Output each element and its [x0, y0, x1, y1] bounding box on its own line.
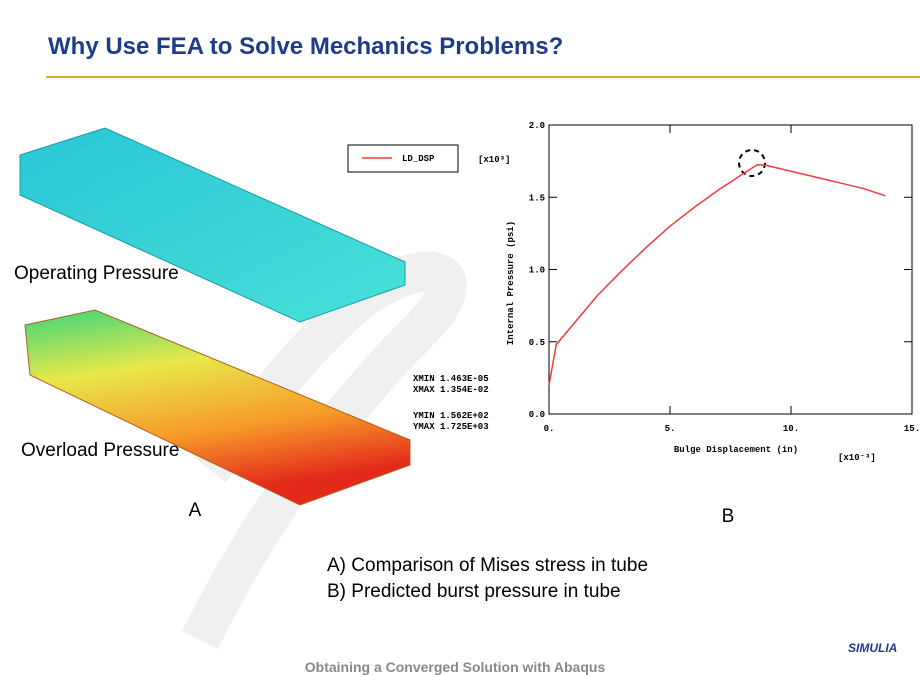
y-tick-label: 0.0: [529, 410, 545, 420]
y-tick-label: 1.5: [529, 193, 545, 203]
x-tick-label: 10.: [783, 424, 799, 434]
x-tick-label: 15.: [904, 424, 920, 434]
legend-label: LD_DSP: [402, 154, 435, 164]
data-line: [548, 163, 886, 386]
tube-label: Operating Pressure: [14, 263, 179, 284]
y-tick-label: 1.0: [529, 266, 545, 276]
annotation: XMIN 1.463E-05: [413, 374, 489, 384]
y-multiplier: [x10³]: [478, 155, 510, 165]
tube-operating: [19, 127, 406, 323]
panel-label: B: [722, 506, 735, 527]
peak-highlight: [738, 149, 766, 177]
annotation: YMIN 1.562E+02: [413, 411, 489, 421]
tube-label: Overload Pressure: [21, 440, 179, 461]
annotation: XMAX 1.354E-02: [413, 385, 489, 395]
footer: Obtaining a Converged Solution with Abaq…: [305, 659, 606, 675]
caption: A) Comparison of Mises stress in tube: [327, 555, 648, 576]
x-tick-label: 0.: [544, 424, 555, 434]
x-tick-label: 5.: [665, 424, 676, 434]
y-tick-label: 2.0: [529, 121, 545, 131]
logo: SIMULIA: [848, 641, 897, 655]
x-multiplier: [x10⁻³]: [838, 453, 876, 463]
y-tick-label: 0.5: [529, 338, 545, 348]
plot-frame: [548, 124, 913, 415]
caption: B) Predicted burst pressure in tube: [327, 581, 621, 602]
slide-title: Why Use FEA to Solve Mechanics Problems?: [48, 33, 563, 60]
tube-overload: [24, 309, 411, 506]
annotation: YMAX 1.725E+03: [413, 422, 489, 432]
x-axis-label: Bulge Displacement (in): [674, 445, 798, 455]
y-axis-label: Internal Pressure (psi): [506, 221, 516, 345]
panel-label: A: [189, 500, 202, 521]
